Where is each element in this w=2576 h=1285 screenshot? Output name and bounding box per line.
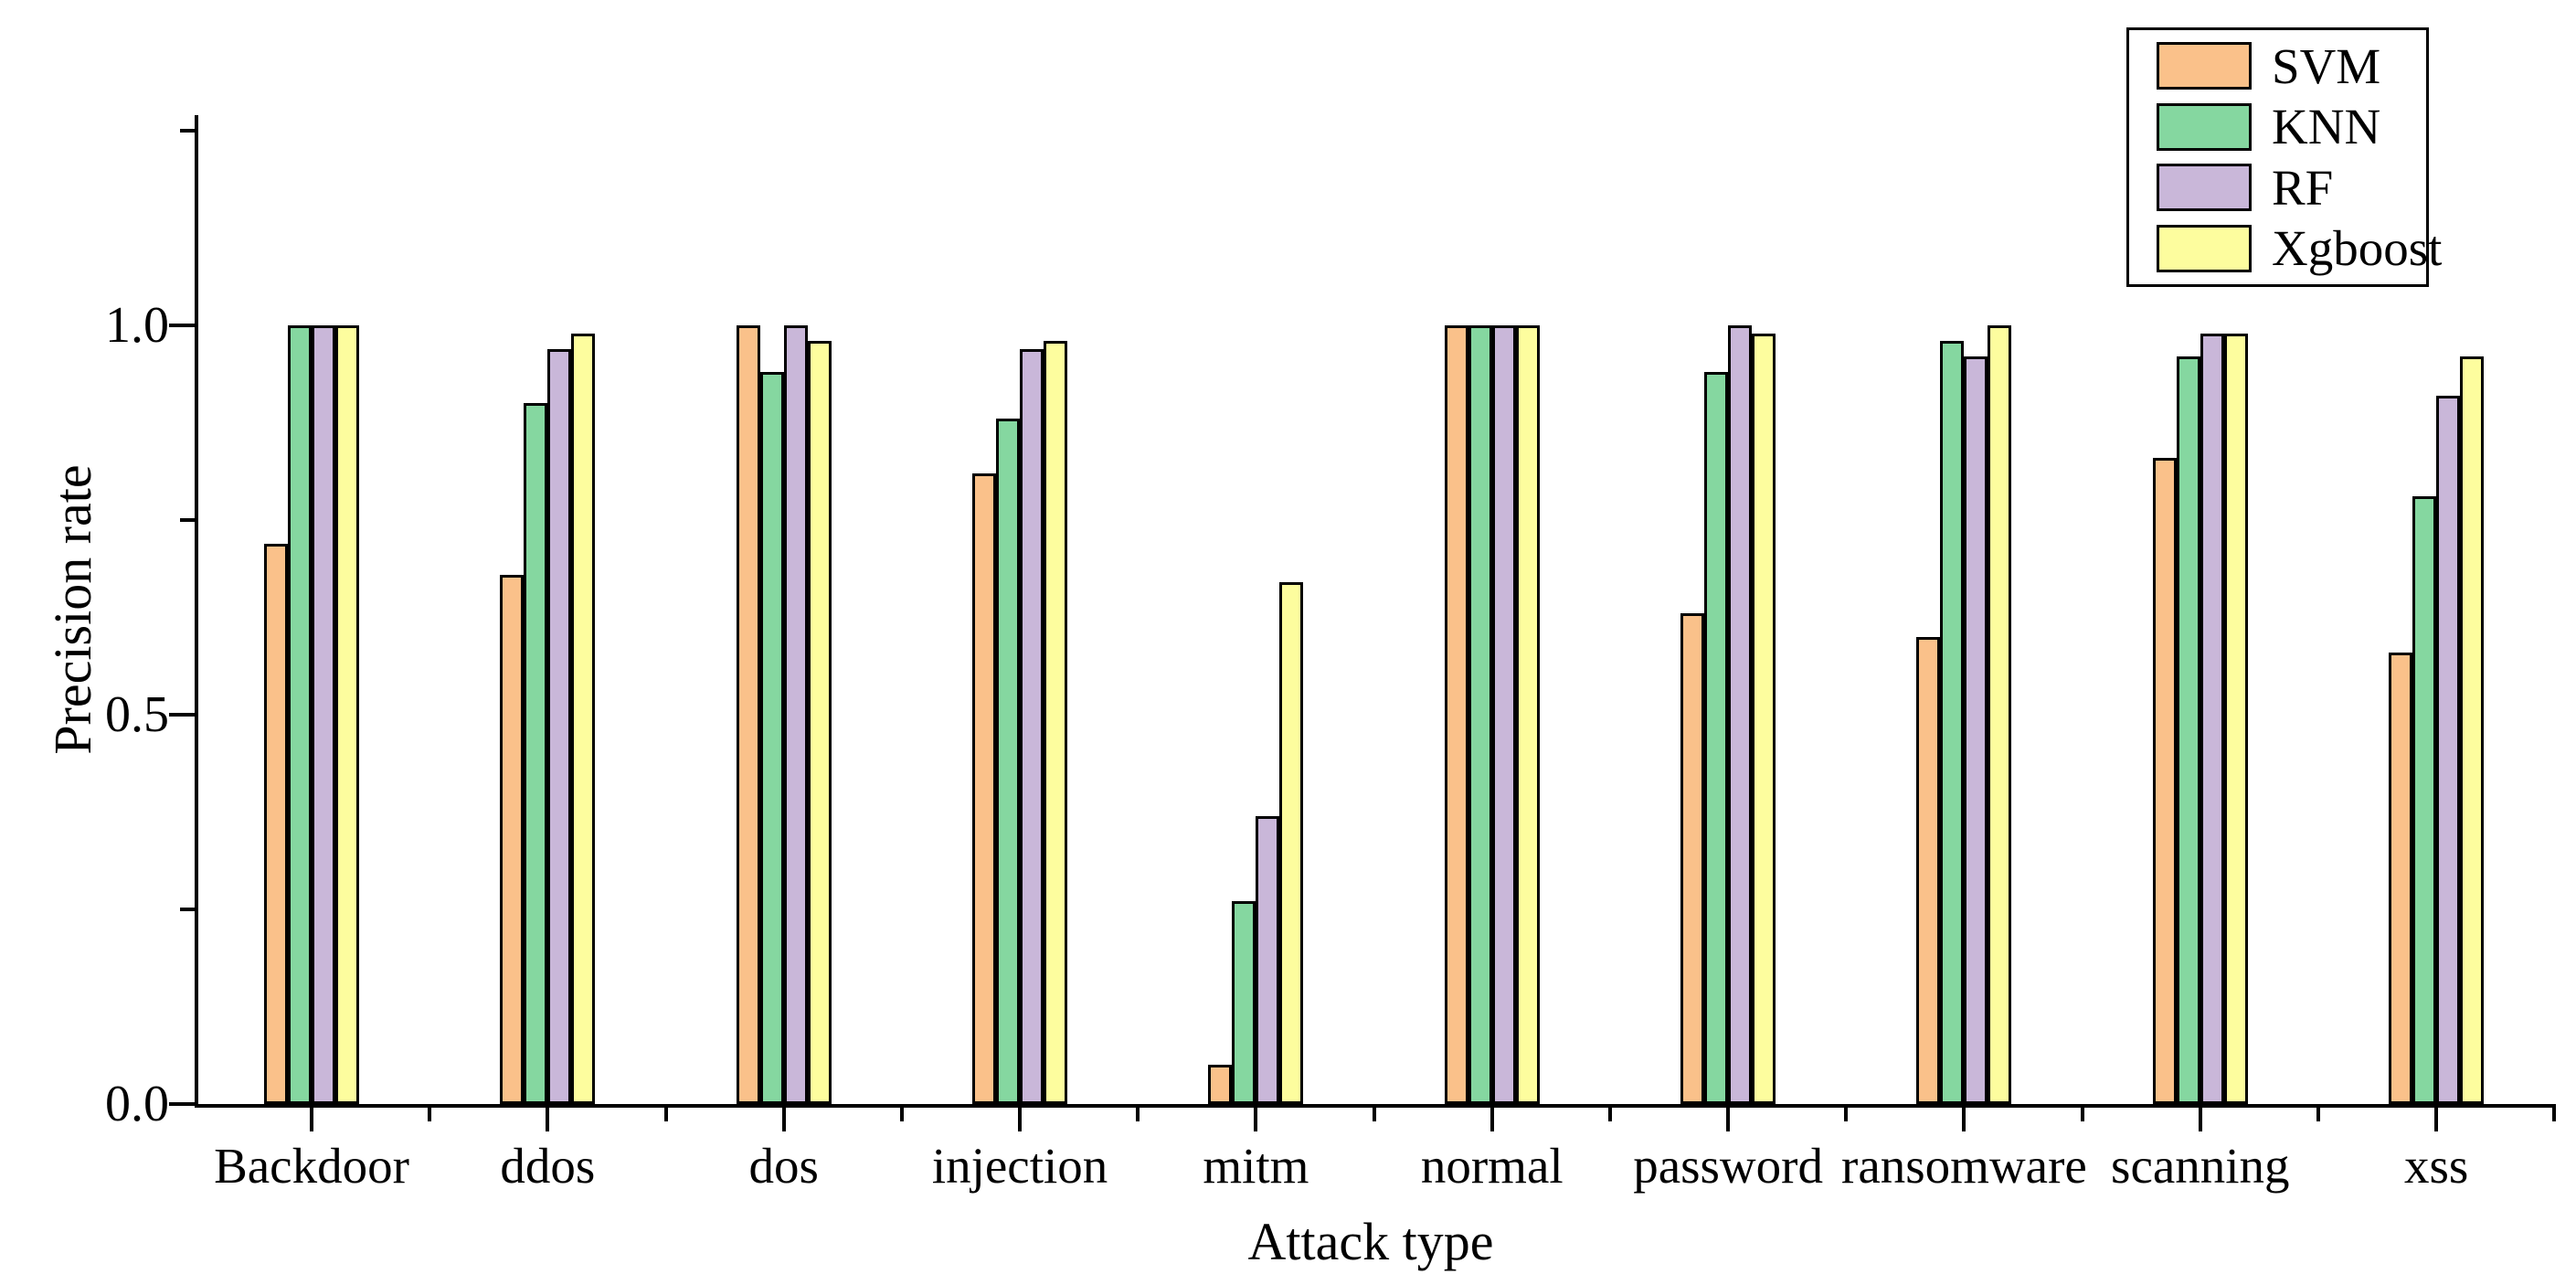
legend-label-knn: KNN	[2272, 99, 2381, 155]
x-tick-label-scanning: scanning	[2111, 1138, 2290, 1194]
bar-svm-ddos	[500, 574, 525, 1104]
x-tick-label-backdoor: Backdoor	[214, 1138, 409, 1194]
bar-rf-dos	[783, 325, 808, 1104]
bar-rf-mitm	[1256, 815, 1280, 1104]
bar-svm-scanning	[2152, 457, 2177, 1104]
bar-rf-password	[1728, 325, 1753, 1104]
x-tick-major	[1254, 1108, 1258, 1131]
x-tick-minor	[428, 1108, 432, 1121]
x-tick-major	[2198, 1108, 2202, 1131]
legend-swatch-rf	[2157, 164, 2252, 212]
x-tick-major	[1489, 1108, 1494, 1131]
bar-knn-dos	[759, 372, 784, 1104]
x-tick-major	[1018, 1108, 1023, 1131]
legend-swatch-svm	[2157, 42, 2252, 90]
legend-entry-rf: RF	[2157, 159, 2426, 216]
legend-box: SVM KNN RF Xgboost	[2126, 27, 2442, 287]
x-tick-label-password: password	[1633, 1138, 1823, 1194]
x-tick-label-ddos: ddos	[500, 1138, 596, 1194]
bar-rf-ddos	[547, 348, 572, 1104]
x-tick-major	[310, 1108, 313, 1131]
x-tick-label-ransomware: ransomware	[1841, 1138, 2087, 1194]
bar-xgboost-scanning	[2223, 333, 2248, 1104]
x-tick-minor	[1607, 1108, 1612, 1121]
bar-rf-injection	[1020, 348, 1044, 1104]
bar-xgboost-ddos	[571, 333, 596, 1104]
bar-knn-password	[1704, 372, 1729, 1104]
y-tick-minor	[180, 518, 195, 523]
bar-knn-ddos	[524, 403, 548, 1104]
legend-swatch-xgboost	[2157, 224, 2252, 272]
plot-area: 0.0 0.5 1.0 Backdoor ddos dos injection mitm nor…	[105, 115, 2557, 1191]
bar-xgboost-mitm	[1279, 582, 1304, 1104]
bar-svm-xss	[2389, 652, 2413, 1104]
bar-svm-injection	[972, 473, 997, 1104]
bar-knn-scanning	[2176, 356, 2200, 1104]
y-tick-label: 1.0	[105, 297, 169, 355]
y-tick-minor	[180, 129, 195, 133]
x-tick-label-normal: normal	[1420, 1138, 1564, 1194]
x-tick-label-injection: injection	[931, 1138, 1108, 1194]
bar-svm-backdoor	[264, 543, 288, 1104]
x-axis-title: Attack type	[1247, 1212, 1494, 1271]
legend-swatch-knn	[2157, 102, 2252, 151]
bar-svm-normal	[1444, 325, 1468, 1104]
bar-knn-normal	[1468, 325, 1492, 1104]
x-tick-major	[781, 1108, 786, 1131]
legend-entry-knn: KNN	[2157, 99, 2426, 155]
bar-knn-xss	[2412, 496, 2437, 1104]
bar-rf-xss	[2436, 395, 2461, 1104]
x-tick-label-dos: dos	[748, 1138, 819, 1194]
x-tick-major	[2434, 1108, 2439, 1131]
bar-svm-password	[1680, 613, 1705, 1104]
legend-label-svm: SVM	[2272, 37, 2381, 94]
x-tick-label-mitm: mitm	[1203, 1138, 1309, 1194]
bar-knn-backdoor	[288, 325, 312, 1104]
y-tick-minor	[180, 908, 195, 911]
bar-svm-mitm	[1208, 1065, 1233, 1104]
bar-knn-injection	[996, 419, 1021, 1104]
bar-xgboost-ransomware	[1988, 325, 2012, 1104]
x-tick-major	[1962, 1108, 1966, 1131]
y-axis-spine	[195, 115, 198, 1108]
x-tick-minor	[2552, 1108, 2557, 1121]
y-tick-major	[169, 324, 195, 328]
bar-xgboost-password	[1752, 333, 1776, 1104]
bar-xgboost-normal	[1515, 325, 1540, 1104]
bar-xgboost-xss	[2460, 356, 2485, 1104]
x-tick-major	[546, 1108, 550, 1131]
bar-xgboost-injection	[1044, 341, 1068, 1104]
x-tick-minor	[899, 1108, 904, 1121]
x-axis-spine	[195, 1104, 2556, 1108]
y-tick-major	[169, 713, 195, 717]
bar-xgboost-dos	[807, 341, 832, 1104]
legend-label-xgboost: Xgboost	[2272, 220, 2443, 277]
x-tick-minor	[2080, 1108, 2084, 1121]
y-tick-label: 0.5	[105, 686, 169, 744]
y-axis-title: Precision rate	[43, 464, 102, 755]
bar-knn-ransomware	[1940, 341, 1965, 1104]
x-tick-minor	[1372, 1108, 1376, 1121]
x-tick-minor	[663, 1108, 668, 1121]
bar-svm-dos	[736, 325, 760, 1104]
x-tick-label-xss: xss	[2403, 1138, 2469, 1194]
x-tick-minor	[1136, 1108, 1140, 1121]
bar-rf-scanning	[2200, 333, 2224, 1104]
legend-entry-xgboost: Xgboost	[2157, 220, 2442, 277]
bar-rf-backdoor	[312, 325, 335, 1104]
bar-svm-ransomware	[1916, 636, 1941, 1104]
x-tick-major	[1726, 1108, 1731, 1131]
bar-rf-normal	[1491, 325, 1516, 1104]
legend-label-rf: RF	[2272, 159, 2334, 216]
x-tick-minor	[1844, 1108, 1849, 1121]
x-tick-minor	[2316, 1108, 2320, 1121]
y-tick-label: 0.0	[105, 1076, 169, 1132]
legend-entry-svm: SVM	[2157, 37, 2426, 94]
bar-rf-ransomware	[1964, 356, 1988, 1104]
bar-knn-mitm	[1232, 901, 1256, 1104]
y-tick-major	[169, 1102, 195, 1106]
bar-xgboost-backdoor	[335, 325, 359, 1104]
